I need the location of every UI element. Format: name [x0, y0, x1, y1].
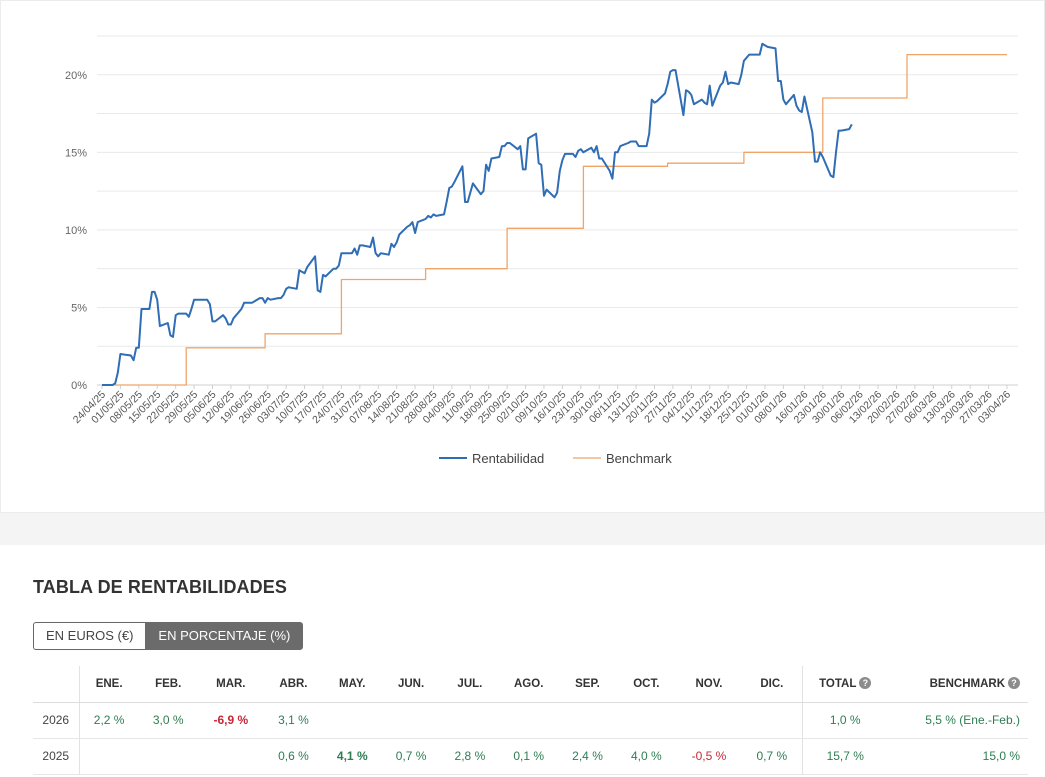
month-return-cell: 2,2 % — [79, 702, 139, 739]
chart-legend[interactable]: Rentabilidad Benchmark — [439, 451, 672, 466]
benchmark-note: (Ene.-Feb.) — [955, 713, 1020, 727]
month-header: DIC. — [742, 666, 802, 703]
month-return-cell: -0,5 % — [675, 738, 743, 775]
month-return-cell: 0,7 % — [381, 738, 441, 775]
help-icon[interactable]: ? — [859, 677, 872, 690]
month-return-cell — [79, 738, 139, 775]
performance-chart-card: 0% 5% 10% 15% 20% 24/04/25 01/05/25 08/05/25 15… — [0, 0, 1045, 513]
returns-table: ENE. FEB. MAR. ABR. MAY. JUN. JUL. AGO. SEP. OCT.… — [33, 666, 1028, 775]
benchmark-value: 5,5 % — [925, 713, 956, 727]
month-header: AGO. — [499, 666, 559, 703]
help-icon[interactable]: ? — [1008, 677, 1020, 690]
month-return-cell — [381, 702, 441, 739]
benchmark-cell: 15,0 % — [888, 738, 1028, 775]
month-header: MAY. — [322, 666, 382, 703]
series-line-benchmark — [102, 53, 1007, 386]
month-return-cell: 4,0 % — [616, 738, 676, 775]
month-return-cell: 0,7 % — [742, 738, 802, 775]
benchmark-value: 15,0 % — [982, 749, 1020, 763]
month-header: NOV. — [675, 666, 743, 703]
month-return-cell: 2,8 % — [440, 738, 500, 775]
month-return-cell — [558, 702, 617, 739]
total-cell: 15,7 % — [801, 738, 888, 775]
y-tick-label: 10% — [65, 225, 87, 237]
legend-label-benchmark[interactable]: Benchmark — [606, 451, 672, 466]
table-row: 2025 0,6 % 4,1 % 0,7 % 2,8 % 0,1 % 2,4 % 4,0 % -… — [33, 738, 1028, 775]
benchmark-header: BENCHMARK? — [888, 666, 1028, 703]
benchmark-header-label: BENCHMARK — [929, 678, 1005, 691]
month-header: SEP. — [558, 666, 617, 703]
year-cell: 2025 — [33, 738, 80, 775]
month-return-cell — [675, 702, 743, 739]
month-return-cell — [138, 738, 198, 775]
month-header: FEB. — [138, 666, 198, 703]
total-header: TOTAL? — [801, 666, 888, 703]
month-return-cell — [616, 702, 676, 739]
y-tick-label: 5% — [71, 302, 87, 314]
month-header: MAR. — [197, 666, 265, 703]
series-line-rentabilidad — [102, 42, 853, 386]
returns-table-title: TABLA DE RENTABILIDADES — [33, 577, 287, 597]
toggle-percent-button[interactable]: EN PORCENTAJE (%) — [145, 622, 304, 650]
month-header: ABR. — [264, 666, 323, 703]
month-return-cell: 2,4 % — [558, 738, 617, 775]
month-header: JUN. — [381, 666, 441, 703]
month-return-cell — [742, 702, 802, 739]
table-row: 2026 2,2 % 3,0 % -6,9 % 3,1 % 1,0 % 5,5 % (Ene… — [33, 702, 1028, 739]
legend-label-rentabilidad[interactable]: Rentabilidad — [472, 451, 544, 466]
table-corner-cell — [33, 666, 80, 703]
table-header-row: ENE. FEB. MAR. ABR. MAY. JUN. JUL. AGO. SEP. OCT.… — [33, 666, 1028, 703]
performance-chart: 0%5%10%15%20% 24/04/2501/05/2508/05/2515… — [65, 35, 1018, 466]
month-return-cell — [322, 702, 382, 739]
month-return-cell: 0,1 % — [499, 738, 559, 775]
toggle-euros-button[interactable]: EN EUROS (€) — [33, 622, 146, 650]
month-return-cell: 3,1 % — [264, 702, 323, 739]
month-return-cell — [197, 738, 265, 775]
month-header: ENE. — [79, 666, 139, 703]
y-tick-label: 15% — [65, 147, 87, 159]
y-tick-label: 20% — [65, 70, 87, 82]
month-return-cell: -6,9 % — [197, 702, 265, 739]
total-header-label: TOTAL — [819, 678, 857, 691]
year-cell: 2026 — [33, 702, 80, 739]
month-return-cell: 3,0 % — [138, 702, 198, 739]
month-header: OCT. — [616, 666, 676, 703]
returns-table-card: TABLA DE RENTABILIDADES EN EUROS (€) EN … — [0, 545, 1045, 777]
benchmark-cell: 5,5 % (Ene.-Feb.) — [888, 702, 1028, 739]
month-return-cell — [440, 702, 500, 739]
unit-toggle[interactable]: EN EUROS (€) EN PORCENTAJE (%) — [33, 622, 304, 650]
total-cell: 1,0 % — [801, 702, 888, 739]
month-return-cell: 0,6 % — [264, 738, 323, 775]
month-return-cell: 4,1 % — [322, 738, 382, 775]
month-return-cell — [499, 702, 559, 739]
month-header: JUL. — [440, 666, 500, 703]
y-tick-label: 0% — [71, 380, 87, 392]
